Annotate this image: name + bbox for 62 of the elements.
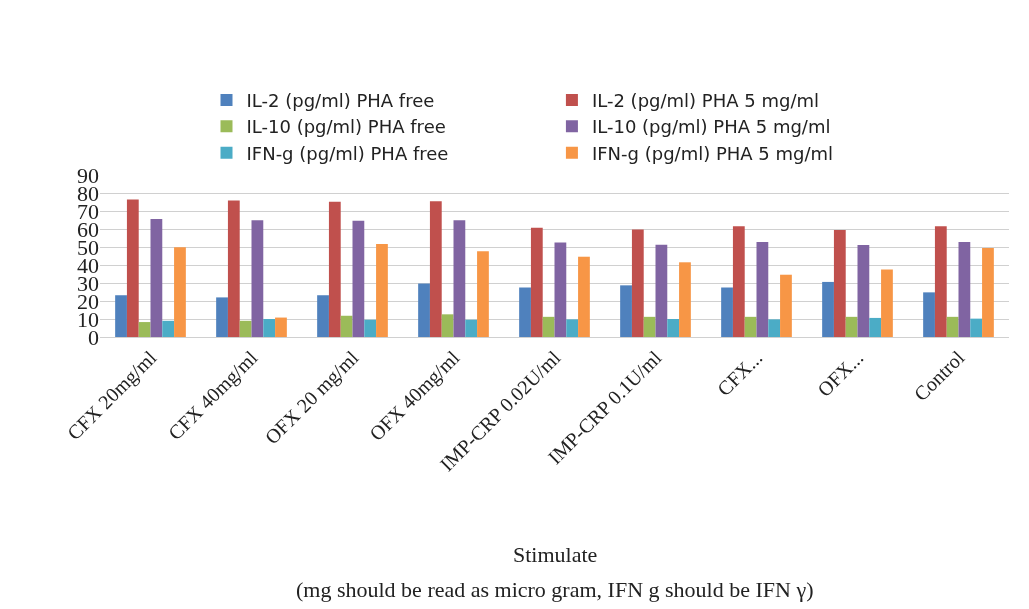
- bar: [465, 319, 478, 337]
- legend-label: IL-2 (pg/ml) PHA free: [246, 89, 435, 111]
- bar: [275, 317, 287, 337]
- bar: [376, 243, 388, 337]
- bar: [162, 320, 175, 337]
- bar: [150, 218, 163, 337]
- bar: [756, 241, 769, 337]
- bar: [216, 297, 228, 337]
- bar: [554, 242, 567, 337]
- legend-label: IFN-g (pg/ml) PHA free: [246, 142, 449, 164]
- bar: [679, 262, 691, 337]
- bar: [721, 287, 733, 337]
- bar: [441, 314, 454, 337]
- x-axis-title: Stimulate: [513, 542, 598, 567]
- bar: [982, 247, 994, 337]
- legend-label: IL-2 (pg/ml) PHA 5 mg/ml: [591, 89, 819, 111]
- bar: [923, 292, 935, 337]
- bar: [655, 244, 668, 337]
- bar: [530, 227, 543, 337]
- bar: [251, 220, 264, 337]
- bar: [352, 220, 365, 337]
- bar: [869, 317, 882, 337]
- bar: [667, 319, 680, 337]
- bar: [958, 241, 971, 337]
- text: (mg should be read as micro gram, IFN g should be IFN γ): [296, 577, 814, 602]
- bar: [477, 251, 489, 337]
- bar: [126, 199, 139, 337]
- bar: [317, 295, 329, 337]
- legend-label: IFN-g (pg/ml) PHA 5 mg/ml: [591, 142, 834, 164]
- bar: [519, 287, 531, 337]
- legend-label: IL-10 (pg/ml) PHA 5 mg/ml: [591, 116, 831, 138]
- bar: [643, 316, 656, 337]
- bar: [845, 316, 858, 337]
- bar: [429, 201, 442, 337]
- bar: [578, 256, 590, 337]
- bar: [115, 295, 127, 337]
- bar: [768, 319, 781, 337]
- bar: [328, 201, 341, 337]
- bar: [780, 274, 792, 337]
- bar: [833, 229, 846, 337]
- bar: [453, 220, 466, 337]
- bar: [340, 315, 353, 337]
- legend-label: IL-10 (pg/ml) PHA free: [246, 116, 446, 138]
- bar: [934, 226, 947, 337]
- bar: [631, 229, 644, 337]
- bar: [946, 316, 959, 337]
- bar: [174, 247, 186, 337]
- bar: [418, 283, 430, 337]
- bar: [566, 319, 579, 337]
- bar: [542, 316, 555, 337]
- bar: [364, 319, 377, 337]
- bar: [227, 200, 240, 337]
- bar: [744, 316, 757, 337]
- bar: [138, 322, 151, 337]
- bar: [239, 320, 252, 337]
- bar: [857, 245, 870, 337]
- bar: [620, 285, 632, 337]
- bar: [732, 226, 745, 337]
- bar: [263, 319, 276, 337]
- bar: [881, 269, 893, 337]
- bar: [822, 281, 834, 337]
- bar: [970, 318, 983, 337]
